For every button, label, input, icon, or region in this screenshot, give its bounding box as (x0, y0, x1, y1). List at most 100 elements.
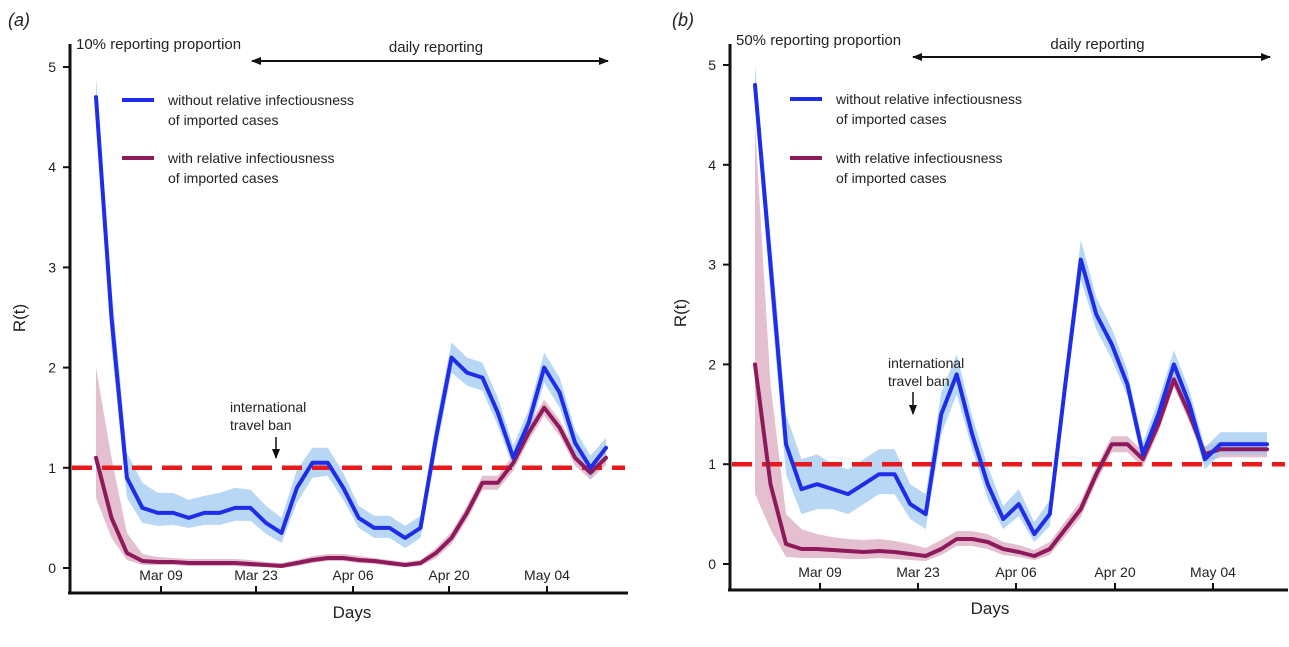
data-point (311, 462, 314, 464)
data-point (512, 457, 515, 459)
data-point (785, 443, 787, 446)
data-point (924, 555, 927, 557)
reporting-proportion-label: 10% reporting proportion (76, 36, 241, 53)
data-point (1142, 453, 1144, 456)
data-point (605, 447, 607, 449)
data-point (769, 263, 772, 266)
data-point (1142, 458, 1144, 461)
data-point (909, 503, 911, 505)
data-point (754, 363, 756, 366)
data-point (311, 559, 314, 561)
legend-label-with-line1: with relative infectiousness (835, 150, 1003, 166)
x-tick-label: Apr 06 (332, 567, 373, 583)
data-point (265, 522, 267, 524)
series-line-0 (753, 83, 1269, 537)
x-tick-label: Mar 09 (139, 567, 183, 583)
data-point (769, 483, 772, 486)
data-point (1095, 313, 1098, 316)
data-point (847, 493, 849, 495)
data-point (497, 482, 499, 484)
data-point (1204, 458, 1206, 461)
data-point (466, 512, 468, 514)
y-axis-title: R(t) (10, 304, 29, 332)
reporting-proportion-label: 50% reporting proportion (736, 32, 901, 49)
legend-label-without-line1: without relative infectiousness (835, 91, 1022, 107)
data-point (1002, 548, 1004, 550)
data-point (110, 316, 113, 319)
data-point (218, 512, 221, 514)
data-point (1064, 383, 1067, 386)
data-point (893, 551, 896, 553)
data-point (847, 550, 849, 552)
data-point (466, 371, 468, 374)
data-point (280, 532, 283, 534)
data-point (373, 560, 376, 562)
data-point (1018, 503, 1020, 505)
data-point (296, 562, 298, 564)
data-point (543, 366, 545, 369)
data-point (249, 507, 252, 509)
data-point (1064, 528, 1067, 530)
data-point (141, 560, 144, 562)
data-point (327, 462, 329, 464)
y-tick-label: 3 (708, 257, 716, 273)
data-point (1188, 403, 1191, 406)
data-point (157, 512, 159, 514)
data-point (1266, 443, 1268, 446)
legend-label-without-line2: of imported cases (168, 112, 279, 128)
data-point (527, 421, 530, 424)
data-point (357, 517, 360, 519)
data-point (218, 562, 221, 564)
y-tick-label: 4 (708, 157, 716, 173)
legend-label-without-line1: without relative infectiousness (167, 92, 354, 108)
series-line-0 (94, 95, 608, 540)
data-point (909, 553, 911, 555)
data-point (203, 512, 205, 514)
data-point (605, 457, 607, 459)
data-point (574, 442, 576, 444)
data-point (1219, 448, 1222, 451)
y-tick-label: 0 (48, 560, 56, 576)
panel-label: (b) (672, 10, 694, 30)
data-point (1080, 258, 1082, 261)
data-point (419, 527, 422, 529)
data-point (1188, 413, 1191, 416)
legend-label-with-line2: of imported cases (836, 170, 947, 186)
data-point (172, 561, 175, 563)
x-tick-label: Mar 09 (798, 564, 842, 580)
data-point (95, 96, 97, 98)
data-point (1049, 513, 1051, 515)
data-point (940, 413, 942, 416)
data-point (893, 473, 896, 476)
data-point (404, 537, 406, 539)
data-point (388, 527, 391, 529)
y-tick-label: 1 (708, 456, 716, 472)
travel-ban-label-line1: international (230, 399, 306, 415)
data-point (157, 561, 159, 563)
data-point (1095, 473, 1098, 476)
data-point (126, 477, 128, 479)
data-point (940, 548, 942, 550)
data-point (924, 513, 927, 515)
y-tick-label: 0 (708, 556, 716, 572)
x-tick-label: Apr 20 (1094, 564, 1135, 580)
data-point (558, 426, 561, 429)
data-point (1049, 548, 1051, 550)
data-point (327, 557, 329, 559)
data-point (1126, 383, 1129, 386)
data-point (971, 433, 973, 436)
data-point (1111, 343, 1113, 346)
data-point (110, 517, 113, 519)
data-point (203, 562, 205, 564)
legend-label-without-line2: of imported cases (836, 111, 947, 127)
data-point (497, 411, 499, 414)
data-point (1018, 551, 1020, 553)
daily-reporting-label: daily reporting (389, 39, 483, 56)
y-tick-label: 5 (48, 59, 56, 75)
data-point (481, 482, 484, 484)
legend-label-with-line2: of imported cases (168, 170, 279, 186)
data-point (785, 543, 787, 545)
data-point (1250, 448, 1253, 451)
daily-reporting-label: daily reporting (1050, 36, 1144, 53)
